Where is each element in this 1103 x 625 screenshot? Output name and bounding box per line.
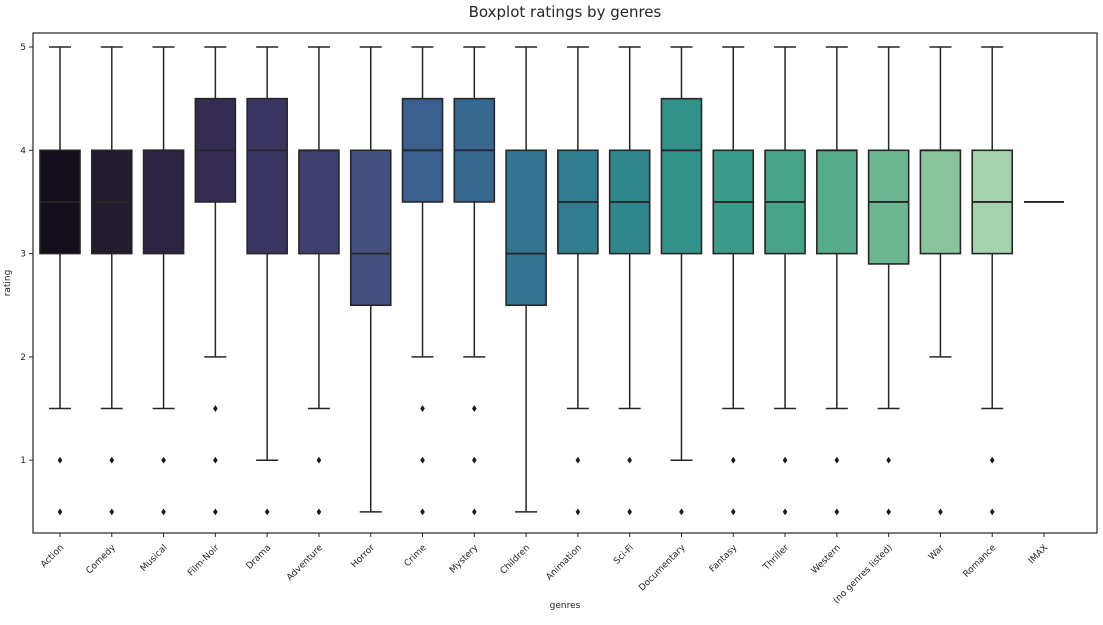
iqr-box (867, 149, 910, 265)
box-mystery: Mystery (448, 46, 496, 576)
iqr-box (816, 149, 858, 255)
box-film-noir: Film-Noir (186, 46, 237, 579)
x-tick-label-horror: Horror (350, 543, 377, 570)
chart-title: Boxplot ratings by genres (469, 3, 662, 21)
outlier-marker (213, 456, 218, 464)
x-tick-label-fantasy: Fantasy (708, 543, 740, 575)
y-tick-label-4: 4 (20, 146, 26, 156)
box-adventure: Adventure (285, 46, 340, 583)
outlier-marker (213, 405, 218, 412)
plot-border (32, 32, 1098, 534)
box-western: Western (810, 46, 858, 576)
outlier-marker (472, 405, 477, 412)
y-tick-label-1: 1 (20, 456, 26, 466)
x-tick-label-thriller: Thriller (761, 543, 791, 573)
box-war: War (919, 46, 962, 563)
box-children: Children (499, 46, 547, 577)
x-tick-label-film-noir: Film-Noir (186, 543, 222, 579)
outlier-marker (627, 508, 632, 516)
x-tick-label-no-genres-listed: (no genres listed) (832, 543, 895, 606)
iqr-box (919, 149, 962, 255)
outlier-marker (886, 508, 891, 516)
outlier-marker (575, 456, 581, 464)
box-no-genres-listed: (no genres listed) (832, 46, 910, 606)
outlier-marker (834, 456, 840, 464)
outlier-marker (575, 508, 581, 516)
outlier-marker (938, 508, 943, 516)
outlier-marker (316, 456, 322, 464)
x-tick-label-drama: Drama (245, 543, 274, 572)
box-action: Action (39, 46, 81, 570)
outlier-marker (472, 508, 477, 516)
box-imax: IMAX (1024, 201, 1064, 566)
y-tick-label-3: 3 (20, 250, 26, 260)
iqr-box (298, 149, 340, 255)
x-tick-label-sci-fi: Sci-Fi (612, 543, 636, 567)
x-tick-label-romance: Romance (962, 543, 999, 580)
box-romance: Romance (962, 46, 1014, 580)
x-tick-label-war: War (927, 543, 947, 563)
outlier-marker (57, 456, 63, 464)
x-tick-label-imax: IMAX (1027, 543, 1050, 566)
outlier-marker (316, 508, 322, 516)
x-tick-label-animation: Animation (544, 543, 584, 583)
x-tick-label-mystery: Mystery (448, 543, 481, 576)
y-axis-label: rating (3, 270, 13, 297)
outlier-marker (730, 508, 736, 516)
box-fantasy: Fantasy (708, 46, 755, 575)
outlier-marker (472, 456, 477, 464)
outlier-marker (57, 508, 63, 516)
box-crime: Crime (401, 46, 444, 569)
iqr-box (142, 149, 185, 255)
box-animation: Animation (544, 46, 599, 583)
x-tick-label-western: Western (810, 543, 843, 576)
outlier-marker (730, 456, 736, 464)
iqr-box (660, 97, 703, 255)
outlier-marker (420, 456, 425, 464)
y-tick-label-5: 5 (20, 43, 26, 53)
outlier-marker (989, 456, 995, 464)
outlier-marker (213, 508, 218, 516)
outlier-marker (264, 508, 270, 516)
x-axis-label: genres (550, 601, 581, 611)
x-tick-label-crime: Crime (403, 543, 429, 569)
outlier-marker (782, 508, 788, 516)
box-sci-fi: Sci-Fi (608, 46, 651, 567)
box-thriller: Thriller (761, 46, 806, 573)
x-tick-label-comedy: Comedy (85, 543, 119, 577)
outlier-marker (109, 456, 115, 464)
box-comedy: Comedy (85, 46, 133, 577)
outlier-marker (627, 456, 632, 464)
iqr-box (349, 149, 392, 307)
box-horror: Horror (349, 46, 392, 570)
outlier-marker (782, 456, 788, 464)
x-tick-label-musical: Musical (139, 543, 170, 574)
x-tick-label-documentary: Documentary (637, 543, 688, 594)
x-tick-label-action: Action (39, 543, 66, 570)
outlier-marker (161, 508, 166, 516)
y-tick-label-2: 2 (20, 353, 26, 363)
plot-area: 1 2 3 4 5 Action Comedy Musical Film-Noir Drama Ad… (20, 32, 1098, 606)
outlier-marker (420, 405, 425, 412)
outlier-marker (161, 456, 166, 464)
box-documentary: Documentary (637, 46, 703, 594)
outlier-marker (989, 508, 995, 516)
outlier-marker (834, 508, 840, 516)
box-drama: Drama (245, 46, 288, 572)
outlier-marker (420, 508, 425, 516)
x-tick-label-children: Children (499, 543, 533, 577)
outlier-marker (679, 508, 684, 516)
x-tick-label-adventure: Adventure (285, 543, 325, 583)
outlier-marker (886, 456, 891, 464)
outlier-marker (109, 508, 115, 516)
iqr-box (246, 97, 288, 255)
box-musical: Musical (139, 46, 185, 574)
iqr-box (505, 149, 547, 307)
